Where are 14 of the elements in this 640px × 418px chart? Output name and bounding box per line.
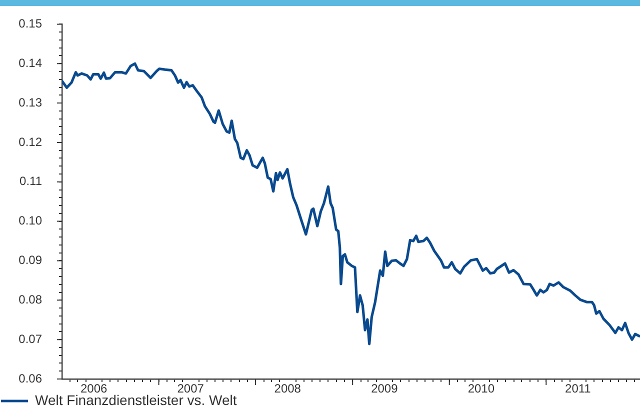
y-tick-label: 0.14 — [18, 56, 42, 70]
y-tick-label: 0.13 — [18, 95, 42, 110]
y-tick-label: 0.08 — [18, 292, 42, 306]
x-tick-label: 2009 — [371, 382, 398, 396]
y-tick-label: 0.09 — [18, 253, 42, 268]
x-tick-label: 2008 — [274, 382, 302, 396]
y-tick-label: 0.07 — [18, 332, 42, 346]
x-tick-label: 2010 — [468, 382, 495, 396]
y-tick-label: 0.06 — [18, 371, 42, 386]
y-tick-label: 0.15 — [18, 16, 42, 31]
x-tick-label: 2011 — [565, 382, 592, 396]
y-tick-label: 0.12 — [18, 134, 42, 149]
y-tick-label: 0.10 — [18, 214, 42, 228]
y-tick-label: 0.11 — [20, 174, 42, 188]
